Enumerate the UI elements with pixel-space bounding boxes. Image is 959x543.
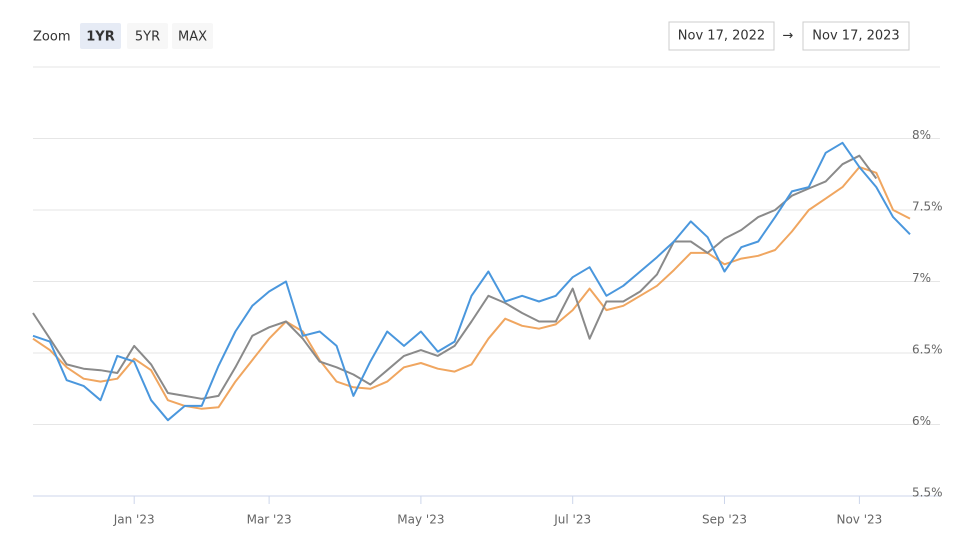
y-tick-label: 6%: [912, 414, 931, 428]
x-tick-label: May '23: [397, 513, 444, 527]
zoom-button-label[interactable]: MAX: [178, 30, 207, 45]
x-tick-label: Jul '23: [553, 513, 591, 527]
date-to[interactable]: Nov 17, 2023: [812, 29, 899, 44]
zoom-button[interactable]: [127, 23, 168, 49]
date-to-box[interactable]: [802, 21, 910, 51]
line-series: [32, 141, 911, 422]
zoom-button[interactable]: [172, 23, 213, 49]
date-separator: →: [783, 29, 794, 44]
y-tick-label: 8%: [912, 128, 931, 142]
x-tick-label: Mar '23: [247, 513, 292, 527]
date-from[interactable]: Nov 17, 2022: [678, 29, 765, 44]
y-tick-label: 6.5%: [912, 343, 943, 357]
x-tick-label: Jan '23: [113, 513, 155, 527]
zoom-button-label[interactable]: 5YR: [135, 30, 160, 45]
x-tick-label: Sep '23: [702, 513, 747, 527]
zoom-button[interactable]: [80, 23, 121, 49]
line-series: [32, 166, 911, 410]
zoom-label: Zoom: [33, 30, 70, 45]
y-tick-label: 7%: [912, 271, 931, 285]
y-tick-label: 5.5%: [912, 486, 943, 500]
date-from-box[interactable]: [668, 21, 775, 51]
x-tick-label: Nov '23: [836, 513, 882, 527]
line-series: [32, 154, 878, 400]
zoom-button-label[interactable]: 1YR: [86, 30, 114, 45]
y-tick-label: 7.5%: [912, 200, 943, 214]
